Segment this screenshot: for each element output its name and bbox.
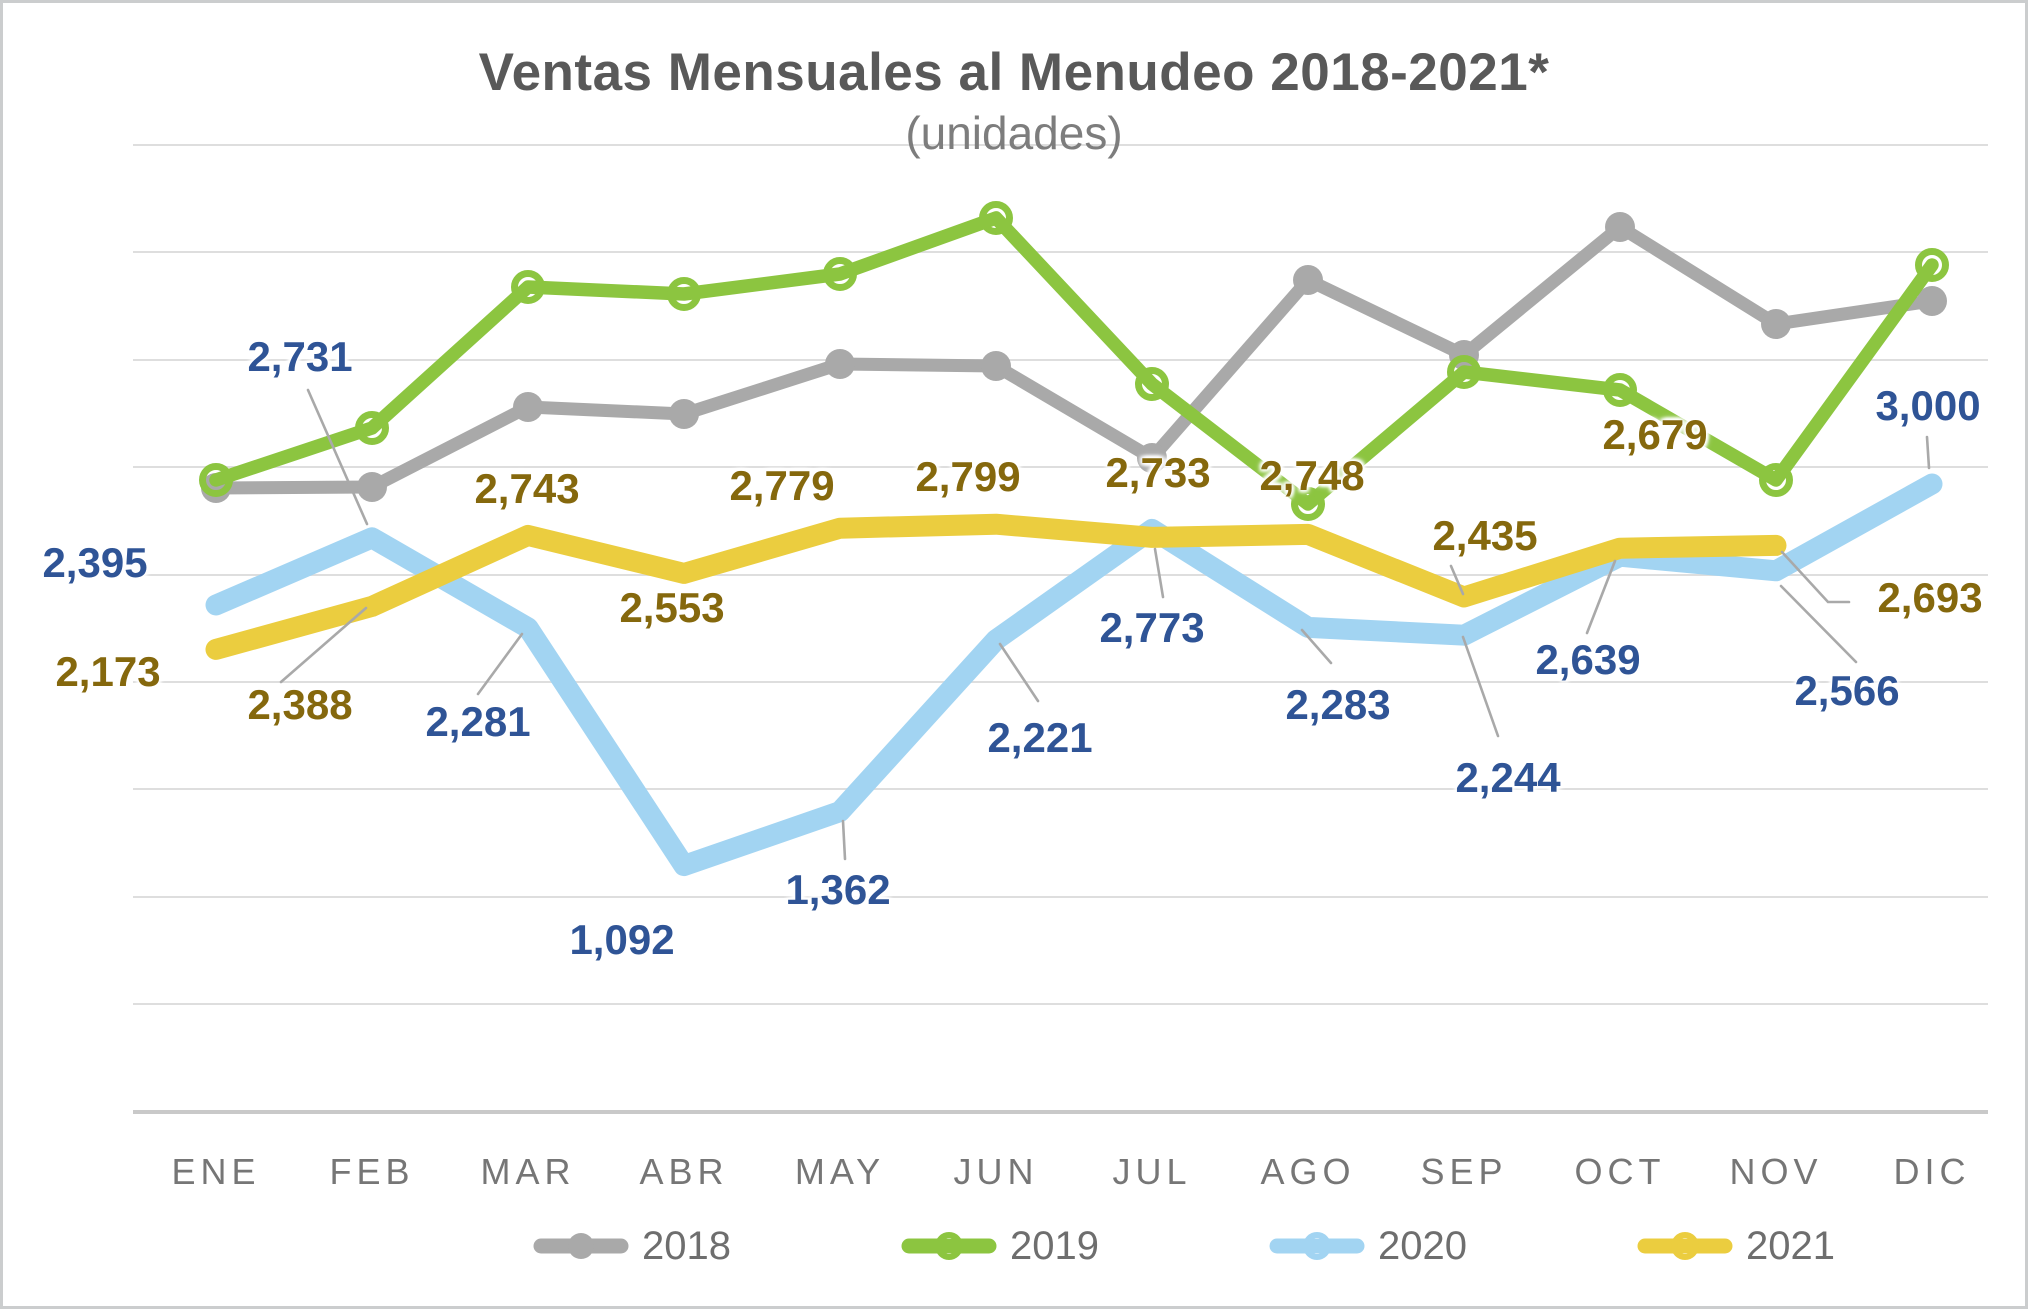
marker-dot-2018-AGO: [1293, 265, 1323, 295]
value-label-2020-1,362: 1,362: [785, 866, 891, 913]
value-label-2020-1,092: 1,092: [569, 916, 675, 963]
marker-dot-2018-FEB: [357, 472, 387, 502]
value-label-2021-2,779: 2,779: [729, 462, 835, 509]
x-axis-label-AGO: AGO: [1260, 1151, 1356, 1192]
marker-ring-2019-NOV: [1759, 463, 1793, 497]
marker-ring-2019-MAR: [511, 270, 545, 304]
value-label-2020-2,281: 2,281: [425, 698, 531, 745]
legend-item-2021: 2021: [1637, 1224, 1835, 1269]
value-label-2021-2,748: 2,748: [1259, 452, 1365, 499]
chart-legend: 2018 2019 2020 2021: [533, 1220, 1835, 1272]
callout-line-2,388: [279, 606, 368, 684]
legend-label-2021: 2021: [1745, 1223, 1835, 1268]
callout-line-2,221: [998, 642, 1040, 703]
value-label-2021-2,173: 2,173: [55, 648, 161, 695]
marker-dot-2018-MAY: [825, 349, 855, 379]
marker-dot-2018-ABR: [669, 399, 699, 429]
callout-line-3,000: [1925, 435, 1931, 470]
x-axis-label-ABR: ABR: [639, 1151, 729, 1192]
value-label-2020-2,395: 2,395: [42, 539, 148, 586]
marker-dot-2018-MAR: [513, 392, 543, 422]
value-label-2020-2,773: 2,773: [1099, 604, 1205, 651]
x-axis-label-JUL: JUL: [1112, 1151, 1192, 1192]
marker-ring-2019-MAY: [823, 257, 857, 291]
value-label-2021-2,553: 2,553: [619, 584, 725, 631]
legend-item-2018: 2018: [533, 1224, 731, 1269]
legend-label-2018: 2018: [642, 1223, 731, 1268]
marker-dot-2018-JUN: [981, 351, 1011, 381]
x-axis-label-MAR: MAR: [480, 1151, 576, 1192]
legend-line-swatch-2020: [1269, 1232, 1365, 1260]
value-label-2020-2,639: 2,639: [1535, 636, 1641, 683]
marker-ring-2019-ABR: [667, 277, 701, 311]
x-axis-label-JUN: JUN: [953, 1151, 1039, 1192]
x-axis-label-NOV: NOV: [1729, 1151, 1823, 1192]
marker-ring-2019-JUN: [979, 201, 1013, 235]
series-line-2020: [205, 473, 1943, 877]
marker-dot-2018-JUL: [1137, 443, 1167, 473]
x-axis-label-DIC: DIC: [1893, 1151, 1971, 1192]
callout-line-2,693: [1780, 550, 1851, 604]
value-label-2020-2,283: 2,283: [1285, 681, 1391, 728]
legend-label-2020: 2020: [1377, 1223, 1467, 1268]
value-label-2021-2,799: 2,799: [915, 453, 1021, 500]
callout-line-2,639: [1585, 559, 1617, 635]
callout-line-2,731: [306, 388, 369, 526]
series-line-2019: [209, 211, 1939, 511]
legend-item-2019: 2019: [901, 1224, 1099, 1269]
marker-dot-2018-NOV: [1761, 309, 1791, 339]
marker-ring-2019-OCT: [1603, 373, 1637, 407]
legend-label-2019: 2019: [1009, 1223, 1099, 1268]
value-label-2021-2,733: 2,733: [1105, 449, 1211, 496]
marker-dot-2018-OCT: [1605, 212, 1635, 242]
callout-line-2,773: [1153, 547, 1165, 599]
value-label-2020-2,221: 2,221: [987, 714, 1093, 761]
callout-line-2,244: [1461, 635, 1500, 738]
marker-ring-2019-SEP: [1447, 355, 1481, 389]
series-line-2021: [205, 513, 1787, 660]
x-axis-label-ENE: ENE: [171, 1151, 261, 1192]
series-line-2018: [209, 220, 1939, 495]
marker-ring-2019-FEB: [355, 411, 389, 445]
value-label-2020-2,566: 2,566: [1794, 667, 1900, 714]
callout-line-1,362: [841, 819, 847, 861]
x-axis-label-FEB: FEB: [329, 1151, 415, 1192]
marker-ring-2019-AGO: [1291, 487, 1325, 521]
callout-line-2,283: [1300, 628, 1333, 665]
chart-title: Ventas Mensuales al Menudeo 2018-2021*: [478, 43, 1550, 102]
x-axis-label-SEP: SEP: [1420, 1151, 1508, 1192]
legend-item-2020: 2020: [1269, 1224, 1467, 1269]
legend-line-swatch-2021: [1637, 1232, 1733, 1260]
legend-line-swatch-2018: [533, 1233, 629, 1259]
callout-line-2,435: [1449, 564, 1465, 596]
marker-ring-2019-DIC: [1915, 248, 1949, 282]
marker-ring-2019-ENE: [199, 463, 233, 497]
value-label-2021-2,388: 2,388: [247, 681, 353, 728]
chart-subtitle: (unidades): [905, 107, 1123, 159]
value-label-2021-2,679: 2,679: [1602, 411, 1708, 458]
value-label-2021-2,743: 2,743: [474, 465, 580, 512]
value-label-2020-2,731: 2,731: [247, 333, 353, 380]
value-label-2020-3,000: 3,000: [1875, 382, 1981, 429]
value-label-2021-2,435: 2,435: [1432, 512, 1538, 559]
callout-line-2,566: [1779, 584, 1858, 664]
marker-ring-2019-JUL: [1135, 367, 1169, 401]
x-axis-label-OCT: OCT: [1574, 1151, 1666, 1192]
value-label-2020-2,244: 2,244: [1455, 754, 1561, 801]
marker-dot-2018-DIC: [1917, 286, 1947, 316]
callout-line-2,281: [476, 632, 524, 696]
legend-line-swatch-2019: [901, 1232, 997, 1260]
x-axis-label-MAY: MAY: [794, 1151, 886, 1192]
value-label-2021-2,693: 2,693: [1877, 574, 1983, 621]
